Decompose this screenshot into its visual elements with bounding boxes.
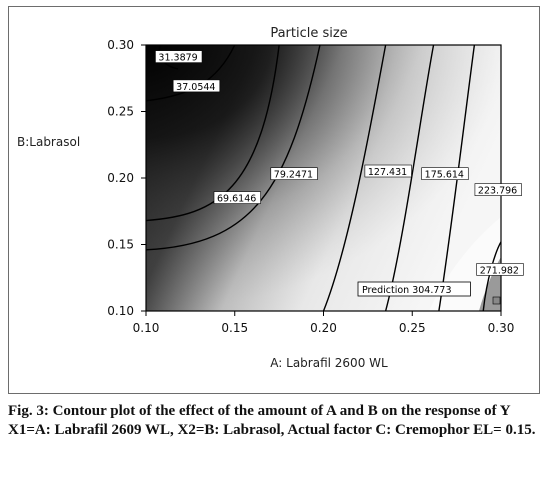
contour-labels: 31.3879 37.0544 69.6146 79.2471 127.431 175.6… bbox=[155, 50, 524, 305]
x-tick-label: 0.30 bbox=[488, 321, 515, 335]
contour-label: 37.0544 bbox=[176, 82, 215, 93]
contour-label: 175.614 bbox=[425, 170, 464, 181]
contour-label: 271.982 bbox=[480, 265, 519, 276]
y-tick-label: 0.15 bbox=[107, 238, 134, 252]
contour-label-box bbox=[213, 191, 261, 204]
contour-label-box bbox=[474, 183, 522, 196]
figure-frame: Particle size 0.10 0.15 0.20 0.25 0.30 0.10 0… bbox=[8, 6, 540, 394]
contour-label-box bbox=[364, 164, 412, 178]
contour-label-box bbox=[172, 79, 221, 93]
x-tick-label: 0.20 bbox=[310, 321, 337, 335]
contour-chart: Particle size 0.10 0.15 0.20 0.25 0.30 0.100… bbox=[17, 26, 524, 370]
contour-label: 31.3879 bbox=[158, 53, 197, 64]
figure-caption: Fig. 3: Contour plot of the effect of th… bbox=[8, 402, 542, 440]
contour-label: 69.6146 bbox=[217, 194, 256, 205]
y-axis: 0.10 0.15 0.20 0.25 0.30 bbox=[107, 38, 146, 318]
y-tick-label: 0.30 bbox=[107, 38, 134, 52]
caption-title: Fig. 3: Contour plot of the effect of th… bbox=[8, 403, 511, 419]
y-axis-label: B:Labrasol bbox=[17, 135, 80, 149]
y-tick-label: 0.20 bbox=[107, 171, 134, 185]
prediction-box bbox=[357, 281, 471, 297]
contour-label-box bbox=[421, 167, 469, 180]
contour-line bbox=[146, 45, 321, 251]
contour-label-box bbox=[476, 263, 524, 276]
prediction-point bbox=[492, 296, 501, 305]
x-axis: 0.10 0.15 0.20 0.25 0.30 bbox=[133, 311, 515, 335]
contour-line bbox=[322, 45, 387, 311]
contour-label: 223.796 bbox=[478, 186, 517, 197]
y-tick-label: 0.10 bbox=[107, 304, 134, 318]
contour-label-box bbox=[270, 167, 318, 180]
contour-label-box bbox=[155, 50, 203, 63]
contour-label: 79.2471 bbox=[274, 170, 313, 181]
y-tick-label: 0.25 bbox=[107, 105, 134, 119]
chart-title: Particle size bbox=[270, 26, 347, 41]
contour-label: 127.431 bbox=[368, 167, 407, 178]
x-tick-label: 0.25 bbox=[399, 321, 426, 335]
x-tick-label: 0.10 bbox=[133, 321, 160, 335]
contour-line bbox=[146, 45, 280, 222]
caption-body: X1=A: Labrafil 2609 WL, X2=B: Labrasol, … bbox=[8, 422, 536, 438]
x-axis-label: A: Labrafil 2600 WL bbox=[270, 356, 388, 370]
prediction-label: Prediction 304.773 bbox=[362, 285, 452, 296]
x-tick-label: 0.15 bbox=[221, 321, 248, 335]
